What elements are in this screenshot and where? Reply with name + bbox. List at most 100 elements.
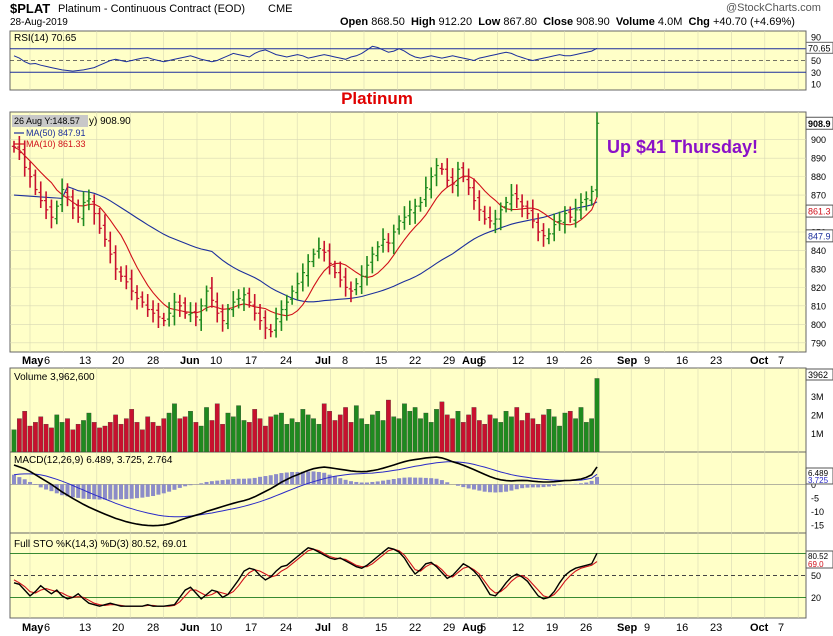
volume-bar	[407, 410, 413, 453]
macd-hist-bar	[578, 483, 583, 485]
volume-bar	[91, 422, 97, 453]
volume-bar	[402, 403, 407, 453]
ohlc-bar	[343, 267, 348, 297]
volume-last-value: 3962	[808, 370, 828, 380]
volume-bar	[514, 407, 520, 453]
ohlc-bar	[295, 272, 300, 300]
rsi-last-box	[805, 41, 833, 54]
ohlc-bar	[140, 291, 145, 308]
x-axis-label: 15	[375, 355, 387, 367]
ohlc-bar	[252, 294, 257, 321]
macd-hist-bar	[140, 484, 145, 498]
x-axis-label-bottom: Oct	[750, 622, 769, 634]
ohlc-bar	[322, 240, 327, 262]
volume-bar	[33, 422, 38, 453]
x-axis-label-bottom: 17	[245, 622, 257, 634]
volume-bar	[455, 410, 461, 453]
rsi-tick-label: 90	[811, 32, 821, 42]
ohlc-bar	[289, 285, 295, 305]
macd-hist-bar	[552, 484, 557, 487]
macd-hist-bar	[589, 480, 594, 485]
ohlc-bar	[215, 292, 220, 323]
volume-bar	[70, 429, 76, 453]
volume-bar	[370, 414, 375, 453]
macd-hist-bar	[108, 484, 113, 500]
volume-bar	[263, 425, 268, 453]
price-tick-label: 810	[811, 301, 826, 311]
ohlc-summary: Open 868.50 High 912.20 Low 867.80 Close…	[340, 16, 795, 28]
ohlc-bar	[439, 162, 445, 175]
ohlc-bar	[332, 260, 338, 279]
volume-bar	[214, 403, 220, 453]
ohlc-bar	[578, 193, 584, 220]
ohlc-bar	[166, 302, 172, 327]
macd-hist-bar	[488, 484, 493, 493]
macd-title: MACD(12,26,9) 6.489, 3.725, 2.764	[14, 455, 173, 466]
ohlc-bar	[311, 248, 316, 268]
volume-bar	[107, 422, 113, 453]
volume-bar	[43, 423, 49, 453]
x-axis-label-bottom: 12	[512, 622, 524, 634]
ohlc-bar	[231, 291, 236, 317]
chg-value: +40.70 (+4.69%)	[712, 16, 795, 28]
high-value: 912.20	[438, 16, 473, 28]
macd-hist-bar	[439, 480, 444, 485]
volume-tick-label: 2M	[811, 410, 824, 420]
ohlc-bar	[423, 176, 429, 207]
ohlc-bar	[27, 161, 33, 188]
ohlc-bar	[284, 294, 289, 321]
ohlc-bar	[305, 254, 311, 287]
cursor-box	[12, 115, 88, 127]
ohlc-bar	[316, 237, 322, 259]
ohlc-bar	[391, 224, 396, 255]
macd-hist-bar	[22, 479, 27, 485]
volume-bar	[541, 414, 546, 453]
macd-hist-bar	[306, 471, 311, 485]
ohlc-bar	[455, 161, 461, 197]
ohlc-bar	[124, 265, 129, 290]
ohlc-bar	[557, 211, 562, 231]
x-axis-label-bottom: 15	[375, 622, 387, 634]
x-axis-label-bottom: 10	[210, 622, 222, 634]
macd-hist-bar	[482, 484, 487, 492]
volume-bar	[193, 422, 199, 453]
volume-bar	[391, 416, 397, 453]
ohlc-bar	[145, 294, 150, 317]
macd-hist-bar	[97, 484, 102, 500]
macd-hist-bar	[290, 471, 295, 485]
ohlc-bar	[503, 196, 509, 213]
volume-bar	[150, 422, 156, 453]
macd-hist-bar	[520, 484, 525, 489]
macd-hist-bar	[199, 483, 204, 485]
macd-hist-bar	[375, 481, 380, 485]
x-axis-label-bottom: 7	[778, 622, 784, 634]
macd-tick-label: -15	[811, 520, 824, 530]
macd-hist-bar	[65, 484, 70, 497]
volume-bar	[236, 405, 241, 453]
macd-hist-bar	[215, 480, 220, 485]
macd-hist-bar	[509, 484, 514, 491]
volume-bar	[487, 414, 493, 453]
macd-hist-bar	[343, 479, 348, 485]
macd-hist-bar	[327, 474, 332, 485]
volume-bar	[519, 420, 525, 453]
ohlc-bar	[182, 297, 188, 319]
volume-bar	[113, 414, 118, 453]
macd-tick-label: -5	[811, 493, 819, 503]
macd-hist-bar	[70, 484, 75, 498]
macd-hist-bar	[241, 478, 246, 485]
rsi-line	[13, 45, 598, 72]
ohlc-bar	[177, 294, 183, 317]
volume-bar	[123, 418, 129, 453]
ohlc-bar	[498, 202, 503, 231]
volume-bar	[535, 423, 541, 453]
volume-bar	[428, 422, 434, 453]
ohlc-bar	[386, 233, 391, 253]
macd-hist-bar	[595, 476, 599, 485]
macd-hist-bar	[102, 484, 107, 500]
price-legend: y) 908.90	[89, 116, 131, 127]
volume-bar	[295, 422, 300, 453]
ohlc-bar	[525, 200, 530, 220]
volume-bar	[246, 422, 252, 453]
chg-label: Chg	[688, 16, 710, 28]
